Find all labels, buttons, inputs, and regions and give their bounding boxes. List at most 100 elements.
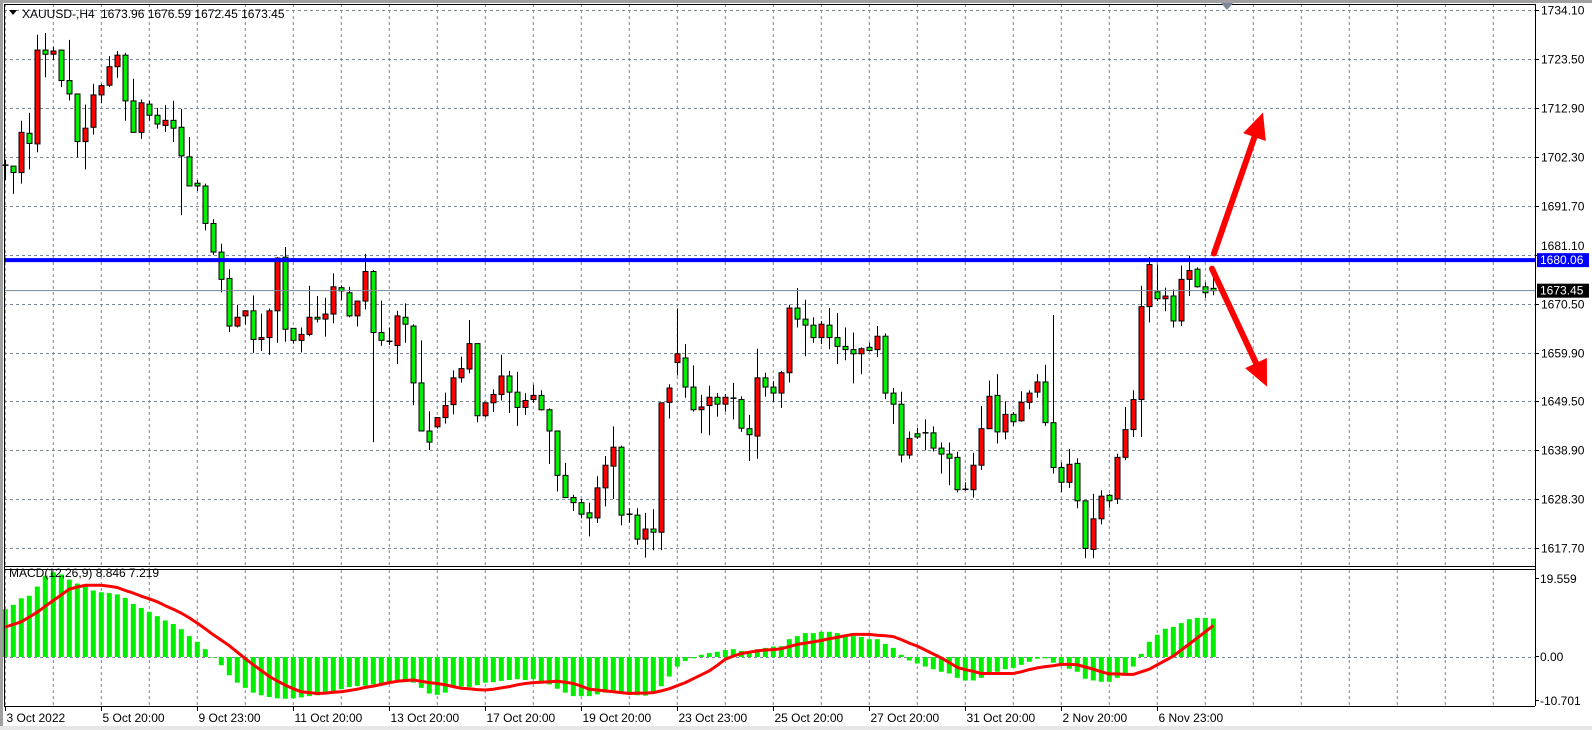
candle-body [746,428,753,436]
candle-body [274,257,281,312]
macd-histogram-bar [82,586,88,657]
candle-body [378,332,385,341]
candle [114,50,121,78]
candle-body [874,335,881,351]
candle-body [882,335,889,394]
price-axis-label: 1628.30 [1541,493,1585,507]
macd-histogram-bar [130,603,136,657]
candle [586,502,593,537]
time-axis-label: 9 Oct 23:00 [199,711,261,725]
macd-histogram-bar [386,657,392,683]
candle [1170,289,1177,328]
macd-histogram-bar [1010,657,1016,668]
candle-body [186,156,193,187]
macd-histogram-bar [682,657,688,661]
candle [258,313,265,352]
macd-histogram-bar [1202,617,1208,657]
candle-body [674,353,681,364]
arrow-annotations[interactable] [1209,112,1267,387]
candle-body [602,464,609,489]
candle [642,512,649,558]
candle-body [210,222,217,253]
macd-histogram-bar [610,657,616,693]
macd-histogram-bar [34,586,40,657]
candle [466,320,473,374]
candle [34,34,41,153]
candle-body [442,405,449,419]
candle [914,427,921,439]
candle-body [90,94,97,128]
macd-histogram-bar [1178,623,1184,657]
candle [842,327,849,361]
candle-body [114,54,121,68]
macd-histogram-bar [866,639,872,657]
candle [1178,265,1185,327]
macd-histogram-bar [706,653,712,657]
price-axis-label: 1649.50 [1541,395,1585,409]
candle-body [538,394,545,411]
candle-body [690,386,697,411]
window-bottom-edge [0,726,1592,730]
candle-body [58,49,65,82]
price-axis-label: 1681.10 [1541,239,1585,253]
candle [418,340,425,432]
macd-histogram-bar [306,657,312,697]
candle [810,317,817,343]
candle [946,442,953,486]
macd-histogram-bar [1058,657,1064,667]
candle-body [330,286,337,315]
macd-histogram-bar [754,649,760,657]
candle-body [506,375,513,393]
candle-body [930,432,937,449]
macd-histogram-bar [970,657,976,681]
macd-histogram-bar [538,657,544,683]
candle [962,482,969,491]
candle-body [434,417,441,428]
candle [234,304,241,328]
macd-histogram-bar [1138,653,1144,657]
candle-body [682,357,689,388]
candle-body [706,396,713,407]
candle [954,451,961,493]
candle-body [354,300,361,317]
macd-histogram-bar [298,657,304,698]
candle [1098,490,1105,525]
candle-body [578,502,585,515]
candle [858,347,865,375]
candle [1194,267,1201,288]
macd-histogram-bar [1002,657,1008,670]
macd-histogram-bar [450,657,456,687]
candle-body [666,387,673,403]
candle [626,508,633,523]
candle-body [594,487,601,519]
candle [602,455,609,507]
macd-histogram-bar [234,657,240,683]
candle-body [490,393,497,404]
candle [386,327,393,346]
candle [362,253,369,310]
candle-body [610,446,617,467]
candle [818,320,825,345]
candle [530,384,537,403]
candle-body [282,256,289,330]
candle [1130,390,1137,438]
candle-body [474,343,481,417]
macd-histogram-bar [1050,657,1056,663]
triangle-down-icon[interactable] [9,10,17,15]
macd-histogram-bar [1042,657,1048,659]
macd-histogram-bar [650,657,656,692]
candle [426,411,433,450]
candle-body [1106,494,1113,502]
candle-body [698,406,705,411]
macd-histogram-bar [626,657,632,695]
candle [74,93,81,158]
candle [706,385,713,436]
candle [746,414,753,462]
macd-histogram-bar [410,657,416,683]
macd-histogram-bar [10,604,16,657]
candle-body [258,337,265,340]
candle-body [234,316,241,327]
chart-shift-marker-icon[interactable] [1221,3,1233,10]
macd-histogram-bar [154,616,160,657]
